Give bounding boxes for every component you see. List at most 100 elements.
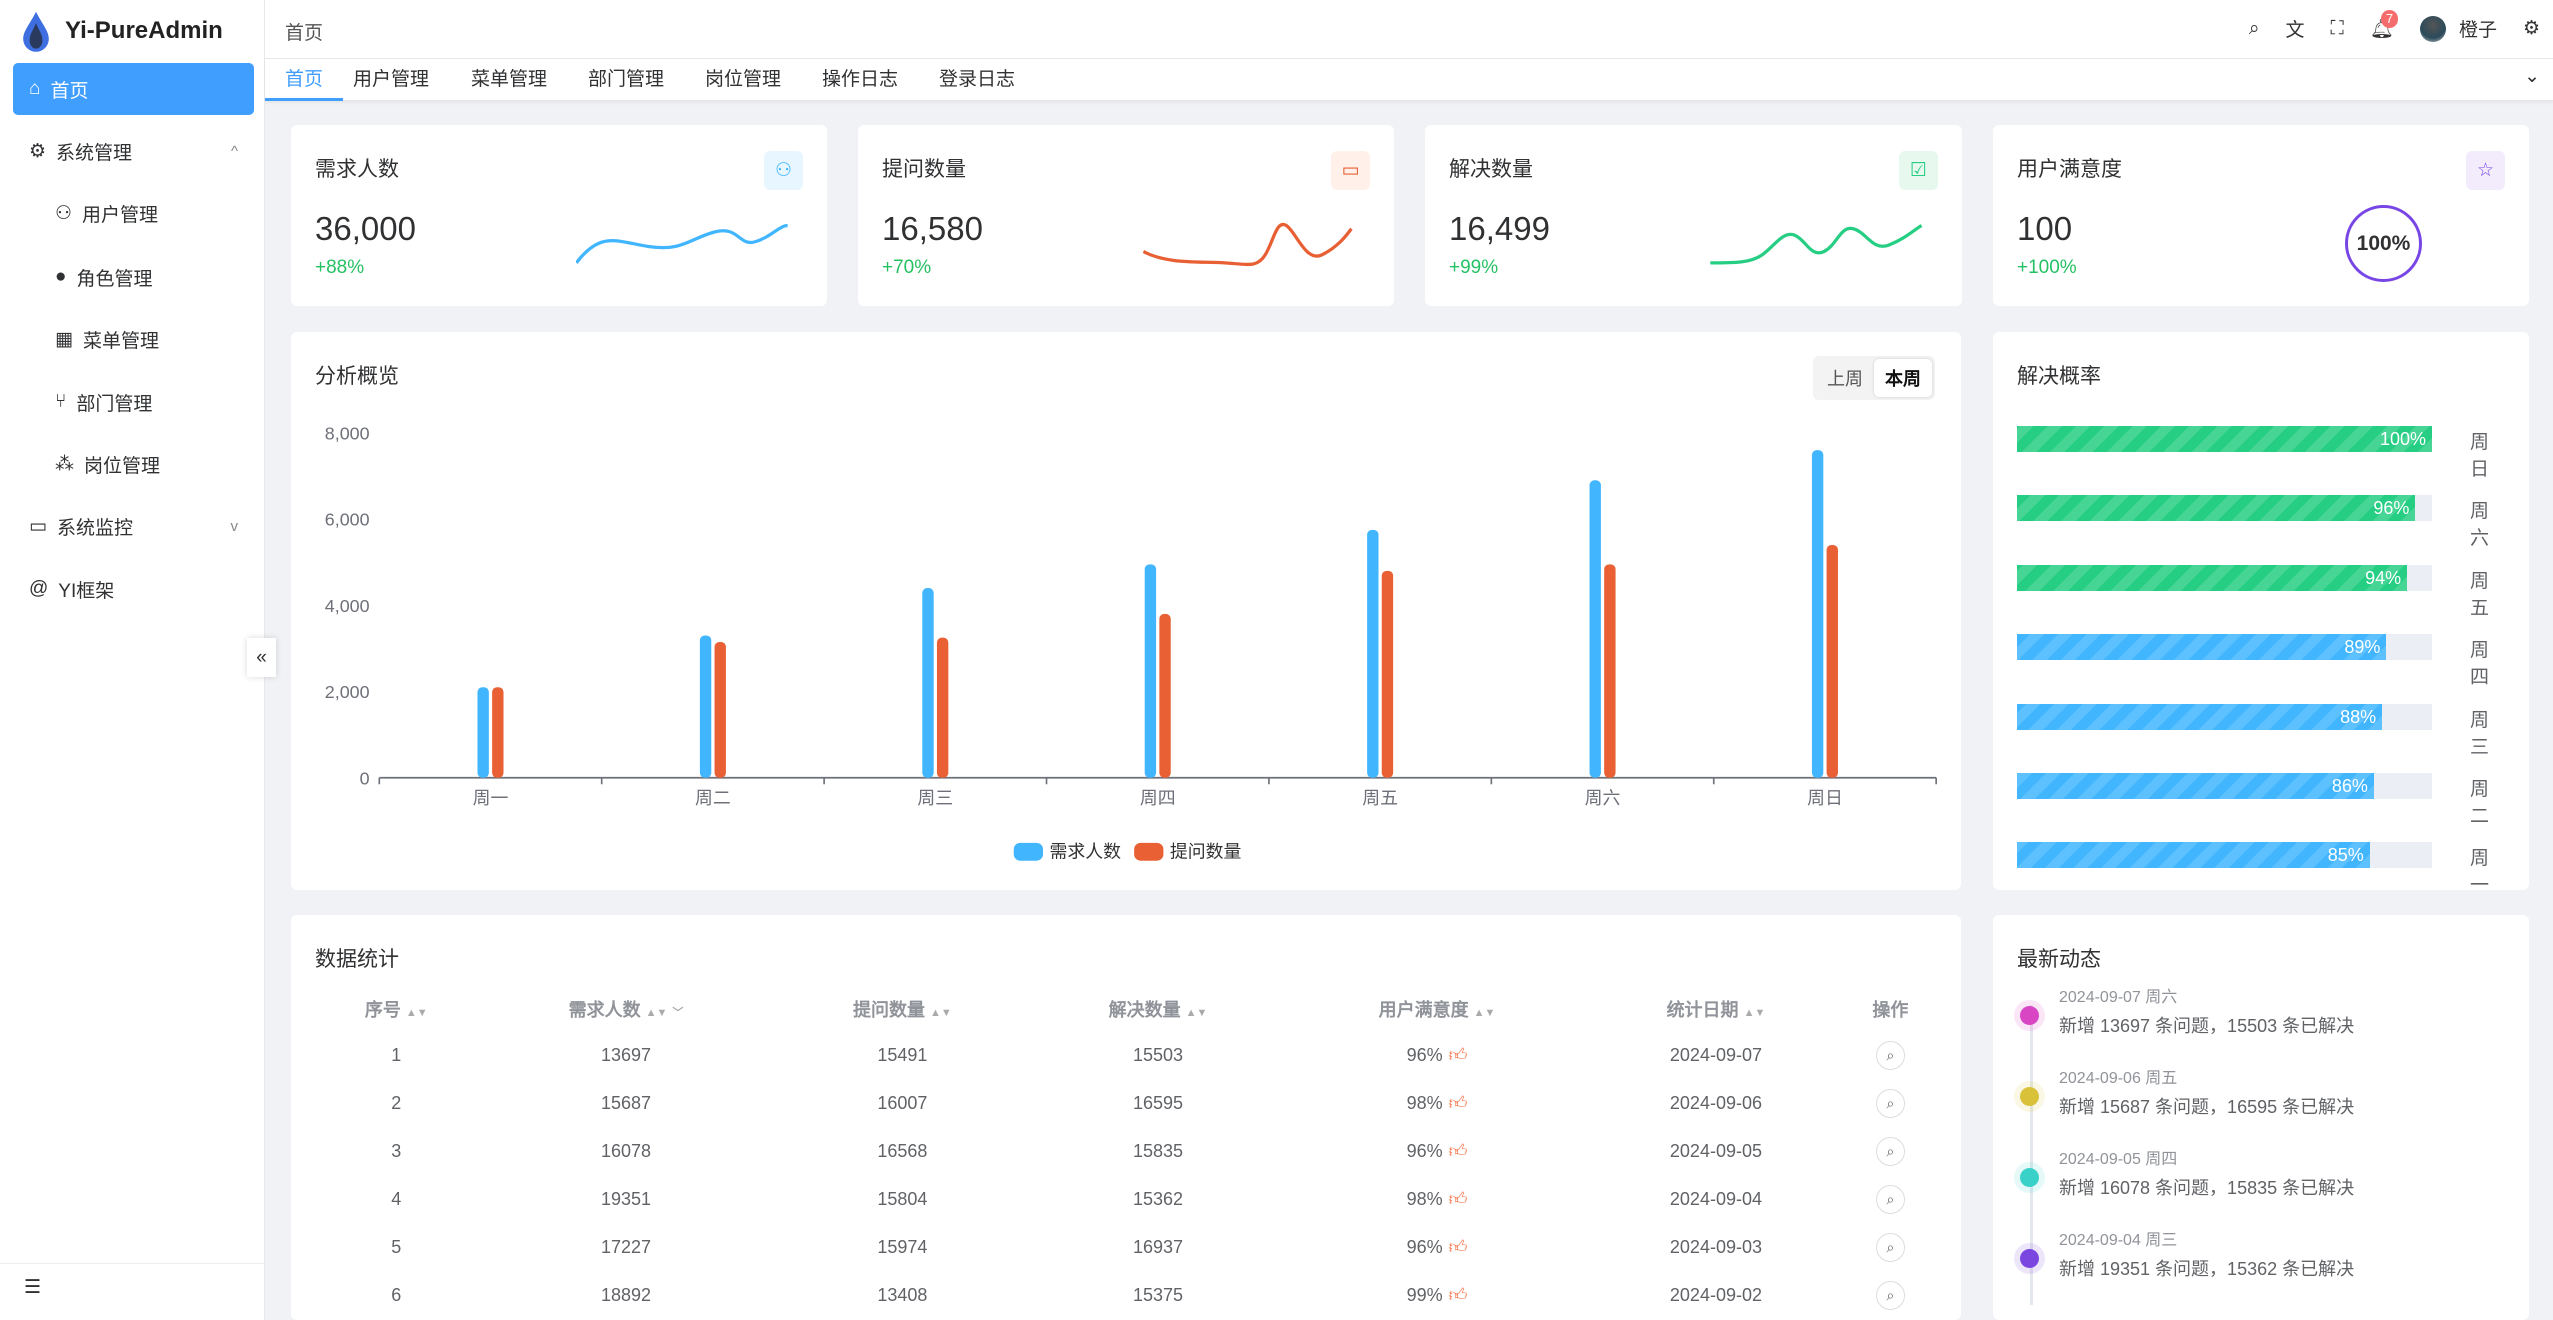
sidebar-item-yi-framework[interactable]: @ YI框架 xyxy=(29,578,115,602)
cell-value: 98% xyxy=(1406,1093,1443,1113)
search-icon[interactable]: ⌕ xyxy=(2248,17,2260,39)
sidebar-item-monitor[interactable]: ▭ 系统监控 v xyxy=(29,515,238,539)
day-label: 周六 xyxy=(2470,501,2490,550)
grid-icon: ▦ xyxy=(55,328,73,350)
bar-questions[interactable] xyxy=(1381,570,1394,778)
column-header[interactable]: 解决数量 ▲▼ xyxy=(1030,987,1286,1031)
legend-label[interactable]: 需求人数 xyxy=(1050,841,1122,861)
sort-icon[interactable]: ▲▼ xyxy=(645,1007,668,1019)
column-header-label: 解决数量 xyxy=(1108,1000,1181,1020)
collapse-sidebar-button[interactable]: « xyxy=(247,638,276,677)
bar-questions[interactable] xyxy=(1604,564,1616,778)
tab-posts[interactable]: 岗位管理 xyxy=(705,69,782,90)
legend-swatch[interactable] xyxy=(1013,842,1044,861)
cell-value: 15835 xyxy=(1133,1140,1184,1161)
table-row: 2 15687 16007 16595 98% 👍︎ 2024-09-06 ⌕ xyxy=(315,1079,1937,1127)
view-detail-button[interactable]: ⌕ xyxy=(1875,1040,1905,1070)
x-tick-label: 周五 xyxy=(1362,788,1398,808)
column-header[interactable]: 需求人数 ▲▼ ﹀ xyxy=(477,987,774,1031)
tabs-dropdown-chevron-icon[interactable]: ⌄ xyxy=(2524,66,2540,87)
overview-card: 分析概览 上周 本周 0 2,000 4,000 6,000 8,000 周一 周二 周三 周四… xyxy=(291,332,1961,890)
table-row: 1 13697 15491 15503 96% 👍︎ 2024-09-07 ⌕ xyxy=(315,1031,1937,1079)
segment-this-week[interactable]: 本周 xyxy=(1874,359,1932,397)
filter-chevron-icon[interactable]: ﹀ xyxy=(672,1007,684,1019)
bar-demand[interactable] xyxy=(477,687,489,778)
sidebar-toggle-icon[interactable]: ☰ xyxy=(24,1277,42,1298)
cell-value: 16937 xyxy=(1133,1236,1184,1257)
bar-demand[interactable] xyxy=(922,588,934,778)
view-detail-button[interactable]: ⌕ xyxy=(1875,1136,1905,1166)
sort-icon[interactable]: ▲▼ xyxy=(1185,1007,1208,1019)
sidebar-item-users[interactable]: ⚇ 用户管理 xyxy=(55,202,159,226)
bar-demand[interactable] xyxy=(1144,564,1157,778)
progress-label: 88% xyxy=(2340,706,2377,727)
table-cell: 2024-09-02 xyxy=(1588,1271,1844,1319)
column-header[interactable]: 用户满意度 ▲▼ xyxy=(1286,987,1588,1031)
sidebar-item-depts[interactable]: ⑂ 部门管理 xyxy=(55,391,153,415)
progress-bar: 85% xyxy=(2017,842,2432,869)
table-cell: 99% 👍︎ xyxy=(1286,1271,1588,1319)
sidebar-item-system[interactable]: ⚙ 系统管理 ^ xyxy=(29,140,238,164)
legend-label[interactable]: 提问数量 xyxy=(1170,841,1242,861)
thumbs-up-icon: 👍︎ xyxy=(1448,1237,1468,1257)
progress-fill: 100% xyxy=(2017,426,2432,452)
bar-demand[interactable] xyxy=(1367,529,1379,778)
bar-questions[interactable] xyxy=(1159,613,1171,778)
legend-swatch[interactable] xyxy=(1134,842,1164,861)
tab-operation-log[interactable]: 操作日志 xyxy=(822,69,899,90)
table-cell: 2024-09-07 xyxy=(1588,1031,1844,1079)
column-header[interactable]: 序号 ▲▼ xyxy=(315,987,477,1031)
fullscreen-icon[interactable]: ⛶ xyxy=(2330,17,2344,39)
sidebar-item-home[interactable]: ⌂ 首页 xyxy=(13,63,254,115)
bar-questions[interactable] xyxy=(936,637,949,778)
timeline-text: 新增 16078 条问题，15835 条已解决 xyxy=(2059,1178,2355,1198)
table-cell: 2024-09-03 xyxy=(1588,1223,1844,1271)
tab-home[interactable]: 首页 xyxy=(265,59,344,101)
column-header[interactable]: 统计日期 ▲▼ xyxy=(1588,987,1844,1031)
sort-icon[interactable]: ▲▼ xyxy=(1473,1007,1496,1019)
bar-questions[interactable] xyxy=(1826,544,1838,778)
bar-demand[interactable] xyxy=(1589,480,1601,778)
progress-bar: 96% xyxy=(2017,495,2432,522)
tab-users[interactable]: 用户管理 xyxy=(353,69,430,90)
sidebar-item-roles[interactable]: ● 角色管理 xyxy=(55,266,153,290)
column-header[interactable]: 提问数量 ▲▼ xyxy=(775,987,1031,1031)
bar-questions[interactable] xyxy=(492,687,504,778)
translate-icon[interactable]: 文 xyxy=(2285,20,2305,41)
bar-demand[interactable] xyxy=(699,635,712,778)
sort-icon[interactable]: ▲▼ xyxy=(1743,1007,1766,1019)
view-detail-button[interactable]: ⌕ xyxy=(1875,1280,1905,1310)
sort-icon[interactable]: ▲▼ xyxy=(405,1007,428,1019)
view-detail-button[interactable]: ⌕ xyxy=(1875,1232,1905,1262)
table-cell: 98% 👍︎ xyxy=(1286,1175,1588,1223)
sidebar-item-posts[interactable]: ⁂ 岗位管理 xyxy=(55,453,161,477)
cell-value: 15362 xyxy=(1133,1188,1184,1209)
view-detail-button[interactable]: ⌕ xyxy=(1875,1184,1905,1214)
resolution-rate-card: 解决概率 100% 周日 96% 周六 94% 周五 89% 周四 88% 周三 86% 周二 85% 周… xyxy=(1993,332,2529,896)
segment-last-week[interactable]: 上周 xyxy=(1827,369,1863,389)
rate-row: 96% 周六 xyxy=(2017,495,2507,549)
settings-gear-icon[interactable]: ⚙ xyxy=(2522,18,2540,39)
table-cell: 3 xyxy=(315,1127,477,1175)
cell-value: 19351 xyxy=(600,1188,652,1209)
sidebar-item-menus[interactable]: ▦ 菜单管理 xyxy=(55,328,159,352)
notification-bell-icon[interactable]: 🔔︎ 7 xyxy=(2370,9,2399,41)
cell-value: 15804 xyxy=(877,1188,928,1209)
tab-depts[interactable]: 部门管理 xyxy=(588,69,665,90)
table-cell: 16078 xyxy=(477,1127,774,1175)
sort-icon[interactable]: ▲▼ xyxy=(930,1007,952,1019)
tab-menus[interactable]: 菜单管理 xyxy=(471,69,548,90)
app-logo[interactable]: Yi-PureAdmin xyxy=(20,10,223,52)
progress-bar: 89% xyxy=(2017,634,2432,661)
table-cell: 5 xyxy=(315,1223,477,1271)
bar-demand[interactable] xyxy=(1811,450,1824,778)
bar-questions[interactable] xyxy=(714,641,726,778)
user-menu[interactable]: 橙子 xyxy=(2419,15,2497,42)
progress-fill: 85% xyxy=(2017,842,2370,869)
breadcrumb[interactable]: 首页 xyxy=(285,23,324,44)
view-detail-button[interactable]: ⌕ xyxy=(1875,1088,1905,1118)
timeline-date: 2024-09-04 周三 xyxy=(2059,1232,2178,1249)
table-cell: 13697 xyxy=(477,1031,774,1079)
tab-login-log[interactable]: 登录日志 xyxy=(939,69,1016,90)
cell-value: 15503 xyxy=(1133,1044,1184,1065)
